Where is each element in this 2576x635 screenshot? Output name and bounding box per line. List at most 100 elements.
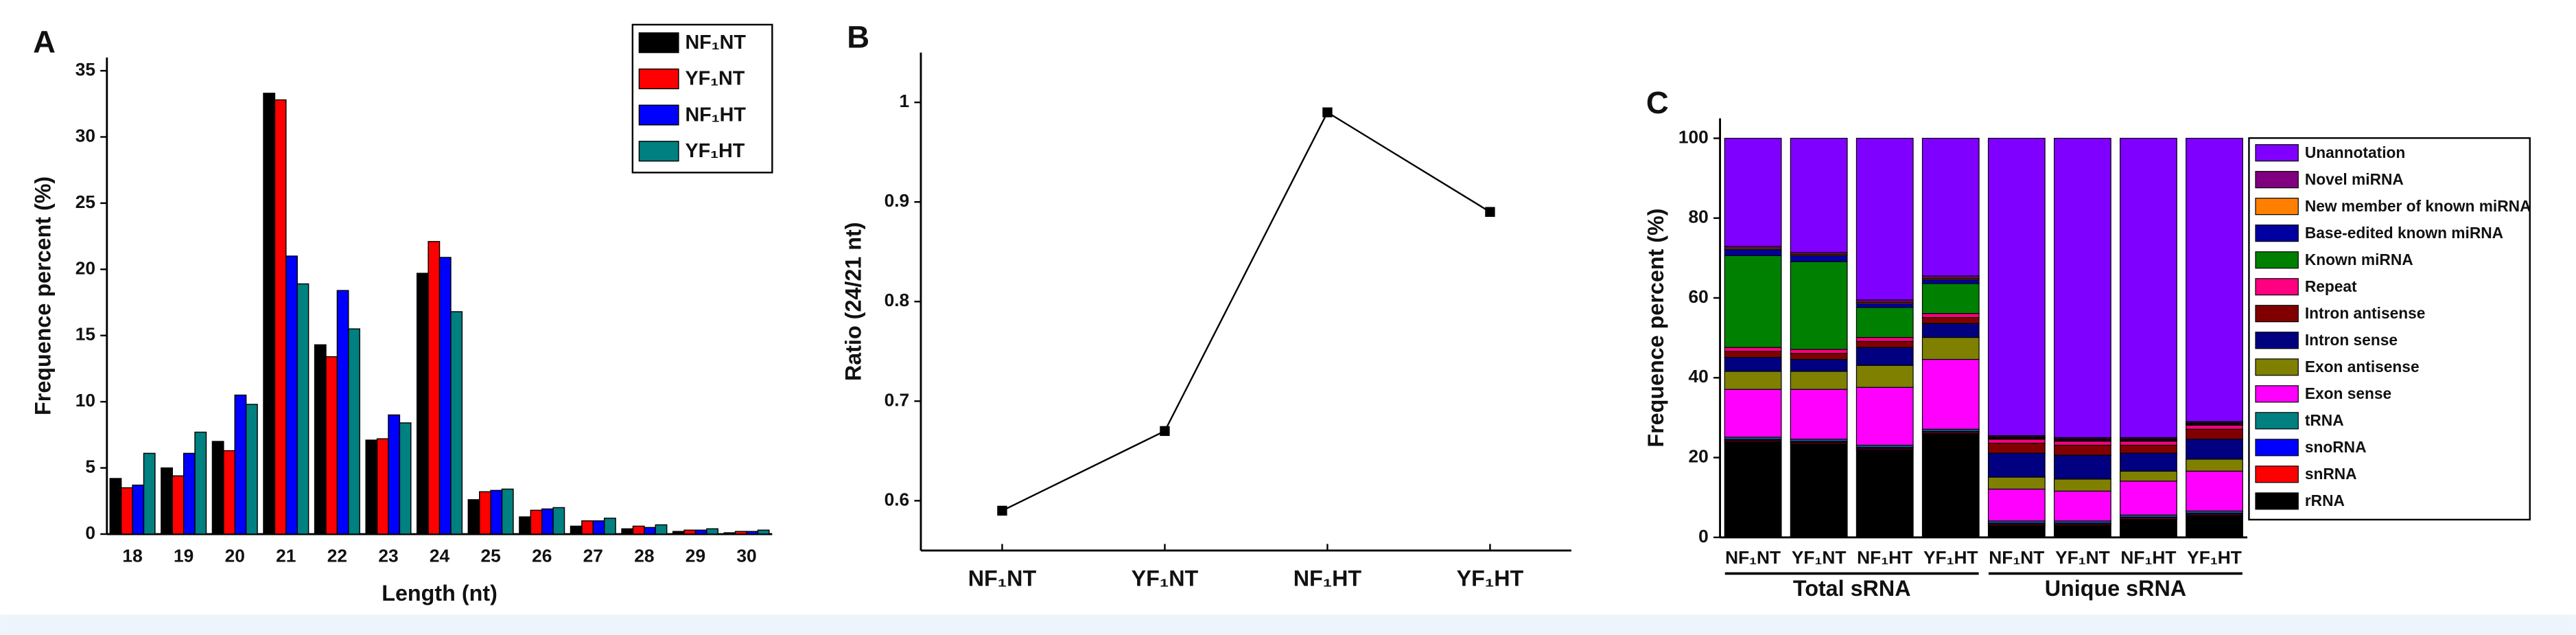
legend-label: Intron antisense [2305,304,2426,322]
bar [706,528,718,535]
line [1001,111,1491,512]
x-tick-label: YF₁NT [1132,566,1199,591]
bar-segment [1724,249,1782,256]
bar [603,518,616,535]
y-tick-label: 25 [75,192,95,212]
bar-segment [1921,313,1980,319]
y-axis-label: Frequence percent (%) [1643,208,1668,447]
bar-segment [2053,137,2111,439]
y-tick-label: 0.6 [885,489,910,509]
bar-segment [1987,439,2046,444]
panel-label: A [33,25,56,60]
legend-label: Repeat [2305,277,2357,295]
bar-segment [1987,452,2046,478]
bar [376,438,389,535]
bar [348,328,360,535]
bar-segment [2053,524,2111,538]
y-tick-label: 10 [75,390,95,411]
legend-label: Exon sense [2305,384,2391,402]
legend-label: tRNA [2305,411,2344,429]
x-tick-label: 21 [276,545,296,566]
bar [694,529,707,535]
bar [399,422,412,535]
bar-segment [2186,459,2243,472]
x-tick-label: YF₁HT [1923,547,1978,568]
bar [519,516,532,535]
x-tick-label: YF₁HT [2187,547,2242,568]
bar [581,520,594,535]
bar [592,520,605,535]
legend-swatch [2255,171,2299,189]
bar-segment [1724,137,1782,247]
bar [746,531,759,535]
bar-segment [1921,336,1980,360]
bar-segment [2186,424,2243,430]
bar-segment [1790,389,1848,440]
y-tick-label: 40 [1689,366,1709,386]
y-tick-label: 30 [75,125,95,146]
bar [479,491,491,535]
legend-swatch [2255,332,2299,349]
bar-segment [2053,444,2111,456]
bar [541,508,554,535]
x-tick-label: 20 [225,545,245,566]
legend-label: New member of known miRNA [2305,197,2531,215]
bar-segment [1790,137,1848,253]
legend-label: snRNA [2305,465,2357,483]
x-tick-label: 22 [327,545,347,566]
y-tick-label: 35 [75,59,95,80]
bar-segment [2186,515,2243,538]
bar-segment [1987,524,2046,538]
bar [194,431,207,535]
legend-swatch [638,104,679,126]
y-axis-label: Frequence percent (%) [30,176,55,415]
bar [552,507,565,535]
x-tick-label: 23 [378,545,398,566]
bar-segment [1987,137,2046,437]
legend-swatch [638,141,679,162]
legend-label: YF₁NT [685,68,745,90]
bar-segment [1724,255,1782,348]
bar-segment [1724,357,1782,372]
legend-swatch [2255,144,2299,162]
y-tick-label: 0 [85,522,95,543]
bar-segment [1855,365,1914,388]
bar [672,531,685,535]
y-tick-label: 20 [75,257,95,278]
bar [723,532,736,535]
legend-label: Base-edited known miRNA [2305,224,2503,242]
x-tick-label: 18 [122,545,142,566]
bar-segment [1855,137,1914,301]
x-tick-label: YF₁NT [1792,547,1847,568]
x-tick-label: 25 [480,545,500,566]
bar [438,257,452,535]
bar-segment [2120,470,2177,482]
y-tick-label: 100 [1678,126,1709,147]
legend-label: snoRNA [2305,438,2367,456]
bar-segment [2053,478,2111,492]
legend-label: Exon antisense [2305,358,2420,376]
x-tick-label: YF₁NT [2055,547,2110,568]
bar [296,283,309,535]
bar-segment [2053,490,2111,522]
bar [183,452,196,535]
bar-segment [1921,283,1980,314]
legend-label: rRNA [2305,492,2345,509]
bar-segment [2186,137,2243,422]
marker [1160,426,1170,437]
bar-segment [1921,358,1980,430]
legend-label: NF₁NT [685,32,746,54]
x-axis-label: Length (nt) [382,581,497,605]
bar-segment [1790,349,1848,354]
x-tick-label: 26 [532,545,552,566]
bar [120,487,133,535]
footer-band [0,614,2576,635]
bar [285,255,298,535]
x-tick-label: NF₁NT [968,566,1037,591]
bar [336,290,349,535]
bar [274,99,287,535]
legend-swatch [2255,439,2299,457]
legend-swatch [2255,465,2299,483]
bar-segment [2120,137,2177,439]
legend-swatch [2255,198,2299,216]
